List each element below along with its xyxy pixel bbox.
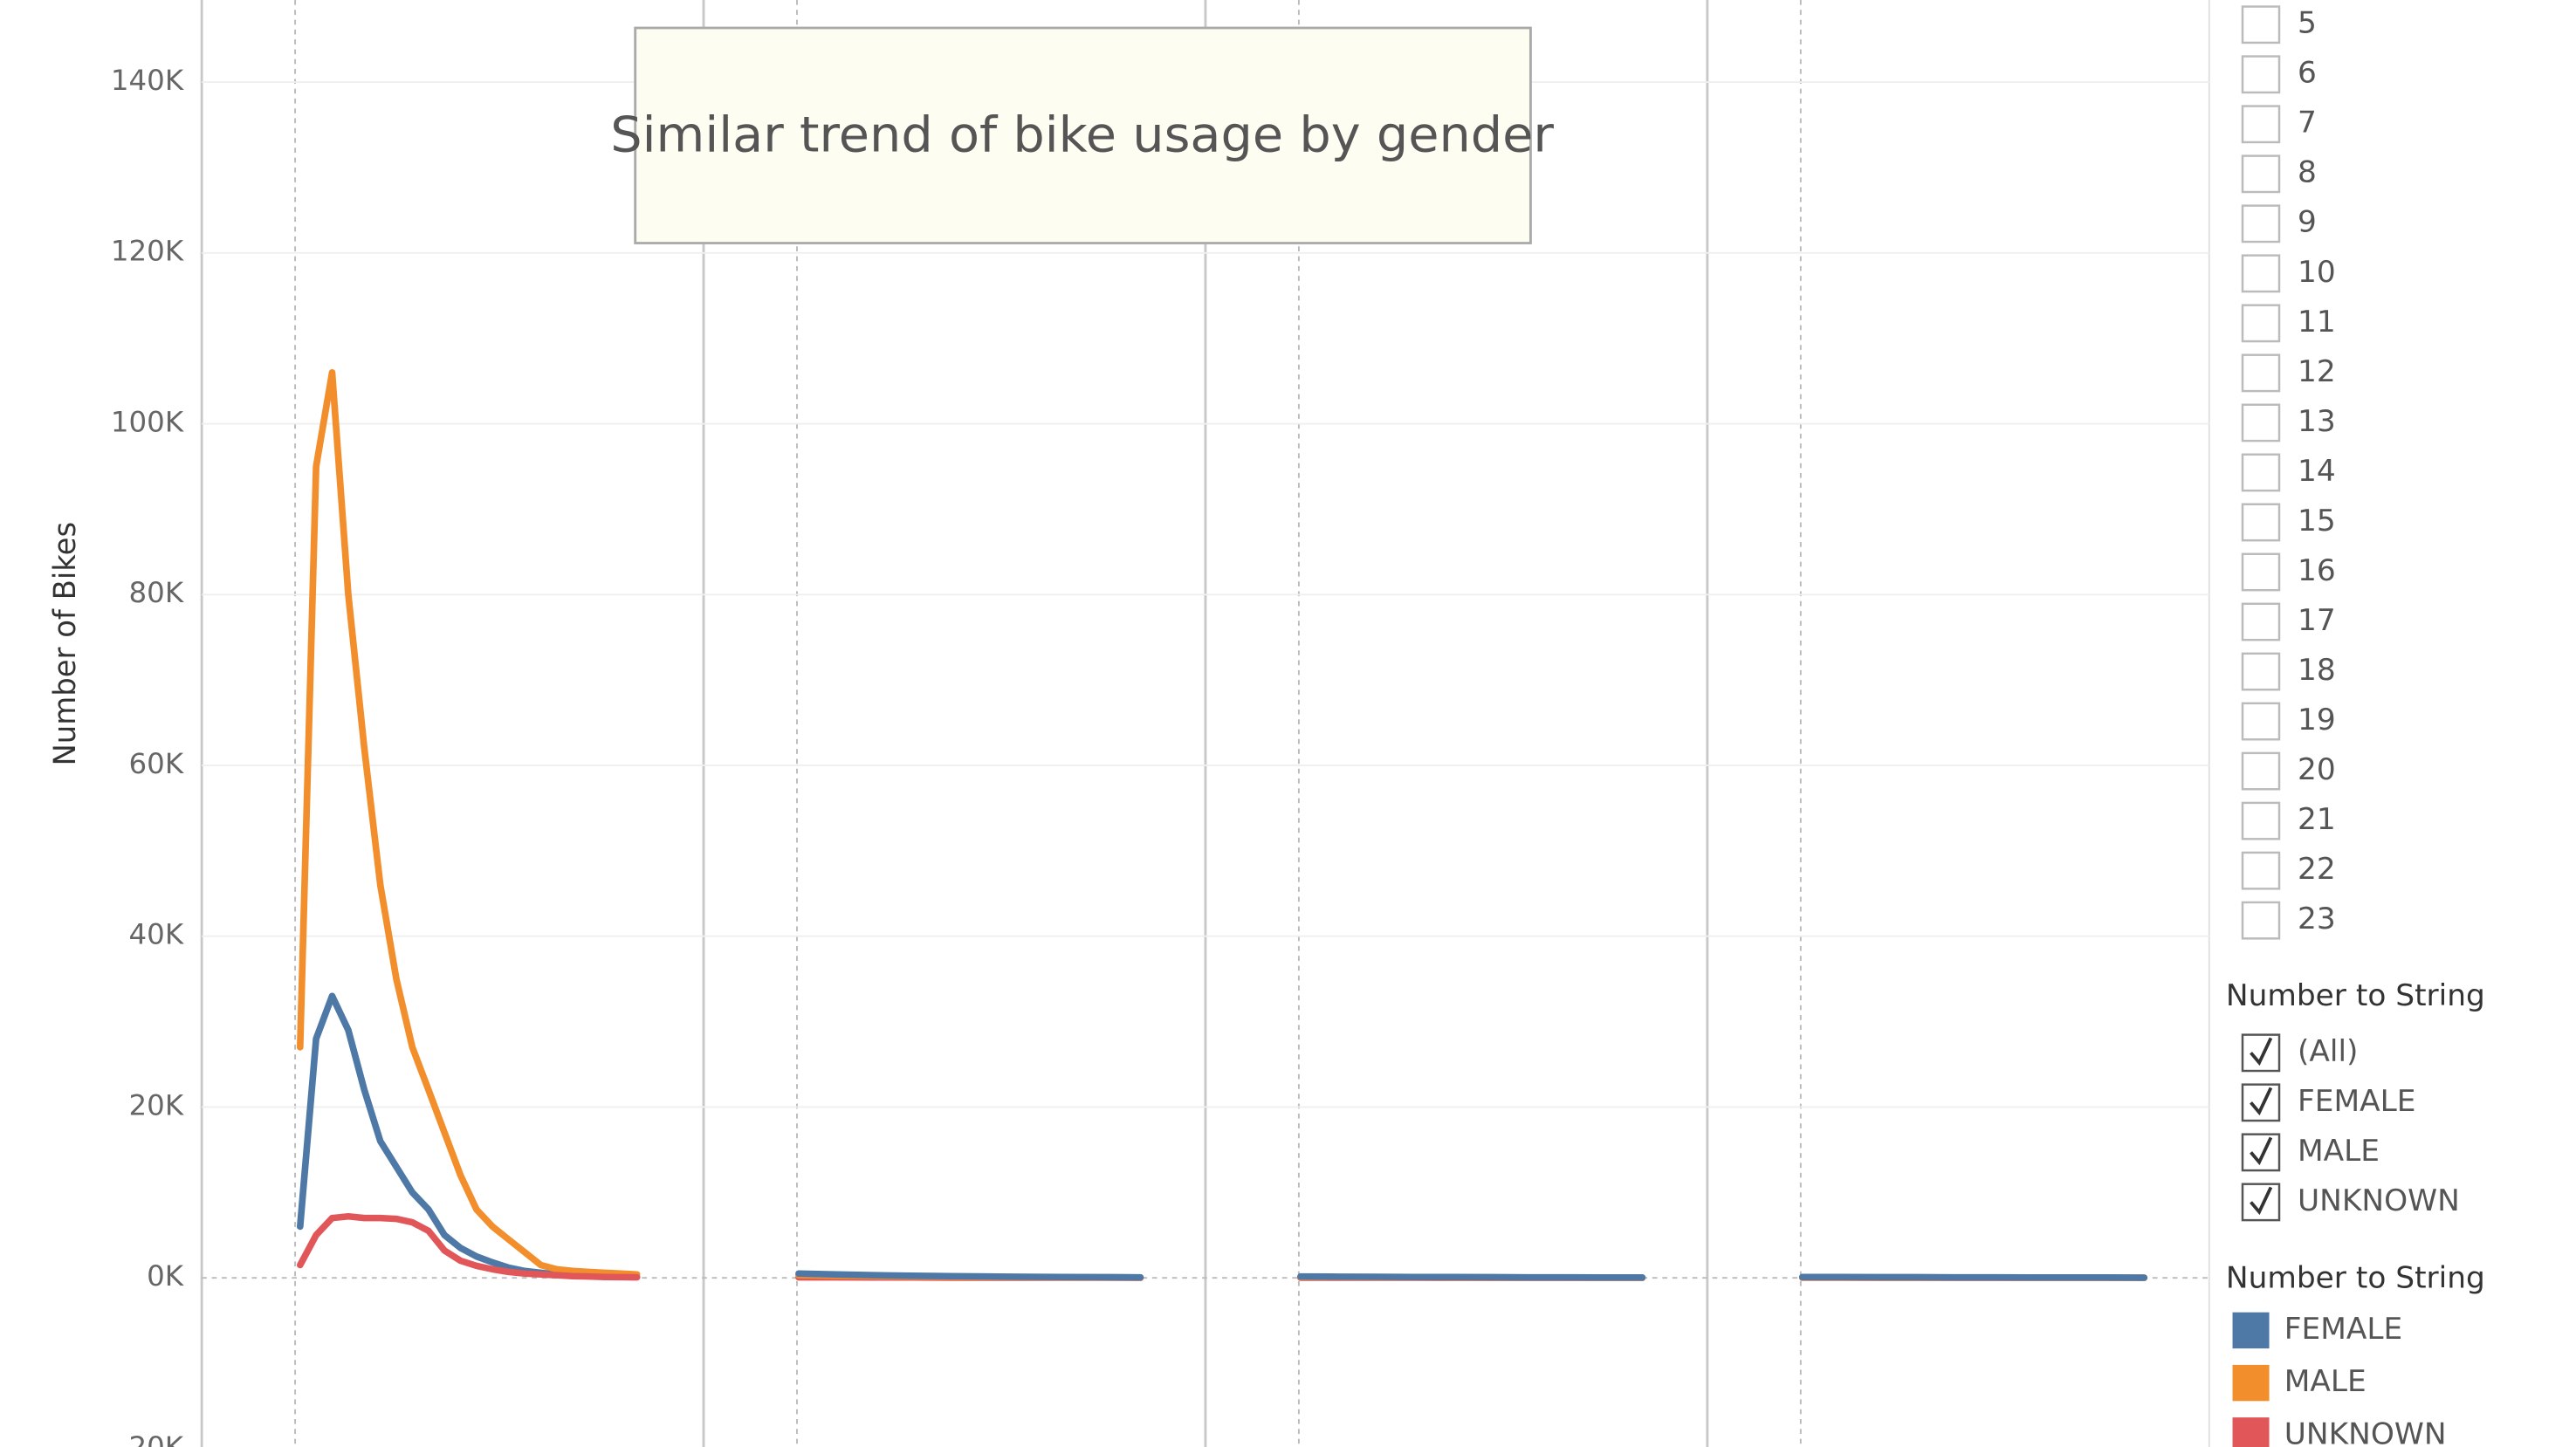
legend-label: UNKNOWN [2284, 1416, 2447, 1447]
series-line [296, 369, 641, 1278]
checkbox[interactable] [2241, 304, 2281, 343]
filter-item: 17 [2298, 603, 2336, 638]
filter-panel: 5 6 7 8 9 10 11 12 13 14 15 16 17 18 19 20 21 22 23 Number … [2226, 5, 2485, 1447]
checkbox[interactable] [2241, 901, 2281, 940]
filter-item: 23 [2298, 902, 2336, 936]
filter-item: 20 [2298, 752, 2336, 787]
filter-title: Number to String [2226, 978, 2485, 1013]
filter-item: 13 [2298, 404, 2336, 439]
filter-item: 8 [2298, 155, 2317, 190]
y-tick-label: 80K [129, 576, 184, 609]
y-tick-label: 60K [129, 747, 184, 780]
filter-item: 6 [2298, 56, 2317, 91]
y-tick-label: 0K [147, 1259, 184, 1293]
y-tick-label: -20K [119, 1430, 184, 1447]
checkbox[interactable] [2241, 602, 2281, 641]
filter-item: 9 [2298, 205, 2317, 240]
filter-item: (All) [2298, 1034, 2358, 1069]
annotation-box [634, 26, 1532, 244]
filter-item: FEMALE [2298, 1084, 2415, 1119]
y-tick-label: 40K [129, 918, 184, 951]
legend-swatch [2232, 1417, 2270, 1447]
checkbox[interactable] [2241, 503, 2281, 542]
checkbox[interactable] [2241, 1033, 2281, 1073]
legend-label: FEMALE [2284, 1312, 2402, 1347]
y-axis-title: Number of Bikes [48, 522, 83, 766]
filter-item: 7 [2298, 106, 2317, 141]
y-tick-label: 20K [129, 1089, 184, 1122]
checkmark [2250, 1037, 2273, 1066]
checkmark [2250, 1186, 2273, 1216]
legend-swatch [2232, 1364, 2270, 1402]
checkbox[interactable] [2241, 254, 2281, 293]
checkbox[interactable] [2241, 403, 2281, 442]
checkbox[interactable] [2241, 5, 2281, 45]
filter-item: 15 [2298, 504, 2336, 538]
filter-item: 11 [2298, 305, 2336, 339]
filter-item: 12 [2298, 354, 2336, 389]
checkmark [2250, 1136, 2273, 1166]
checkbox[interactable] [2241, 652, 2281, 691]
filter-item: 5 [2298, 6, 2317, 41]
filter-item: 19 [2298, 703, 2336, 737]
series-line [296, 992, 641, 1280]
legend-swatch [2232, 1312, 2270, 1349]
legend-label: MALE [2284, 1364, 2366, 1399]
filter-item: MALE [2298, 1134, 2380, 1169]
checkbox[interactable] [2241, 453, 2281, 492]
checkbox[interactable] [2241, 1133, 2281, 1172]
checkbox[interactable] [2241, 751, 2281, 791]
annotation: Similar trend of bike usage by gender [610, 106, 1554, 164]
y-tick-label: 100K [111, 406, 184, 439]
legend-title: Number to String [2226, 1261, 2485, 1296]
checkbox[interactable] [2241, 1183, 2281, 1222]
checkbox[interactable] [2241, 702, 2281, 741]
checkbox[interactable] [2241, 55, 2281, 94]
series-line [1297, 1272, 1646, 1281]
series-line [296, 1213, 641, 1281]
checkbox[interactable] [2241, 1083, 2281, 1122]
checkbox[interactable] [2241, 851, 2281, 890]
filter-item: 14 [2298, 454, 2336, 489]
checkbox[interactable] [2241, 154, 2281, 194]
checkbox[interactable] [2241, 801, 2281, 840]
filter-item: 18 [2298, 653, 2336, 688]
filter-item: 16 [2298, 553, 2336, 588]
series-line [1798, 1273, 2148, 1281]
checkbox[interactable] [2241, 204, 2281, 243]
filter-item: 22 [2298, 852, 2336, 887]
series-line [795, 1270, 1144, 1281]
filter-item: 10 [2298, 255, 2336, 290]
checkbox[interactable] [2241, 552, 2281, 592]
checkbox[interactable] [2241, 353, 2281, 393]
plot [296, 369, 2148, 1281]
grid: -20K 0K 20K 40K 60K 80K 100K 120K 140K [111, 64, 2209, 1447]
filter-item: UNKNOWN [2298, 1183, 2460, 1218]
y-tick-label: 120K [111, 235, 184, 268]
checkbox[interactable] [2241, 105, 2281, 144]
filter-item: 21 [2298, 802, 2336, 837]
checkmark [2250, 1087, 2273, 1116]
y-tick-label: 140K [111, 64, 184, 97]
